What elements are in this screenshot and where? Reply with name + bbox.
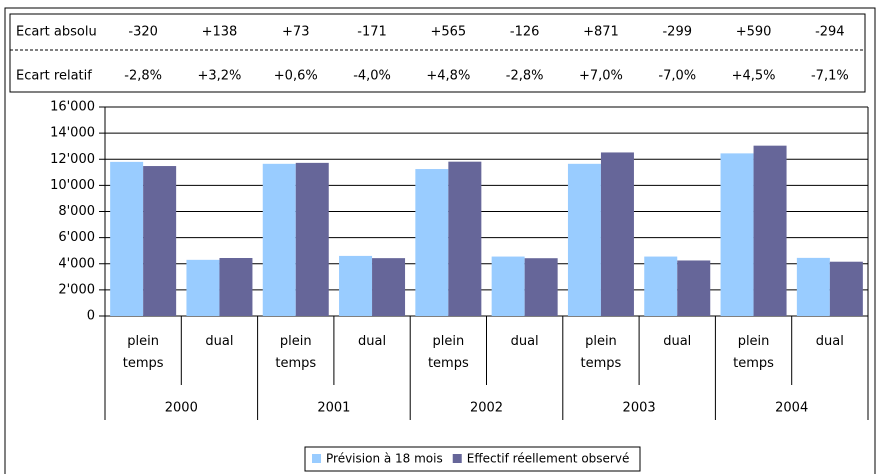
table-cell: -7,0%	[658, 69, 696, 84]
group-label: 2002	[470, 401, 503, 416]
x-tick-label: plein temps	[122, 334, 164, 371]
table-cell: +138	[202, 25, 238, 40]
x-tick-label: dual	[815, 334, 844, 349]
table-cell: -2,8%	[124, 69, 162, 84]
table-cell: +4,8%	[426, 69, 470, 84]
table-cell: -2,8%	[506, 69, 544, 84]
y-tick-label: 0	[87, 309, 95, 324]
group-label: 2003	[623, 401, 656, 416]
legend-label: Effectif réellement observé	[467, 452, 630, 466]
bar	[143, 166, 177, 316]
table-cell: +0,6%	[274, 69, 318, 84]
table-cell: -4,0%	[353, 69, 391, 84]
table-cell: -7,1%	[811, 69, 849, 84]
group-label: 2000	[165, 401, 198, 416]
x-tick-label: plein temps	[275, 334, 317, 371]
x-tick-label: plein temps	[427, 334, 469, 371]
bar	[644, 256, 678, 316]
bar	[720, 153, 754, 316]
table-cell: -126	[510, 25, 540, 40]
group-label: 2004	[775, 401, 808, 416]
y-tick-label: 4'000	[58, 256, 95, 271]
x-tick-label: dual	[358, 334, 387, 349]
chart-frame	[4, 7, 876, 474]
bar	[262, 163, 296, 316]
bar	[219, 258, 253, 316]
row-label: Ecart relatif	[16, 69, 92, 84]
table-cell: +871	[583, 25, 619, 40]
table-frame	[9, 13, 866, 93]
table-cell: -320	[128, 25, 158, 40]
bar	[600, 152, 634, 316]
bar	[829, 261, 863, 316]
bar	[567, 163, 601, 316]
table-cell: +3,2%	[197, 69, 241, 84]
table-cell: -294	[815, 25, 845, 40]
y-tick-label: 2'000	[58, 282, 95, 297]
table-cell: +565	[430, 25, 466, 40]
y-tick-label: 12'000	[50, 152, 95, 167]
legend-frame	[304, 446, 641, 472]
bar	[796, 257, 830, 316]
table-cell: +4,5%	[732, 69, 776, 84]
bar	[448, 161, 482, 316]
bar	[110, 161, 144, 316]
x-tick-label: plein temps	[733, 334, 774, 371]
bar	[295, 162, 329, 316]
table-cell: -299	[662, 25, 692, 40]
bar	[753, 145, 787, 316]
bar	[186, 259, 220, 316]
table-cell: +7,0%	[579, 69, 623, 84]
y-tick-label: 16'000	[50, 100, 95, 115]
table-cell: +73	[282, 25, 309, 40]
x-tick-label: plein temps	[580, 334, 622, 371]
bar	[372, 258, 406, 316]
bar	[415, 169, 449, 316]
legend-swatch	[452, 454, 462, 463]
y-tick-label: 8'000	[58, 204, 95, 219]
legend-swatch	[312, 454, 321, 463]
bar	[677, 260, 711, 316]
bar	[491, 256, 525, 316]
table-cell: +590	[736, 25, 772, 40]
group-label: 2001	[317, 401, 350, 416]
row-label: Ecart absolu	[16, 25, 97, 40]
table-cell: -171	[357, 25, 387, 40]
bar	[339, 255, 373, 316]
bar	[524, 258, 558, 316]
x-tick-label: dual	[663, 334, 692, 349]
y-tick-label: 10'000	[50, 178, 95, 193]
legend-label: Prévision à 18 mois	[326, 452, 443, 466]
x-tick-label: dual	[510, 334, 539, 349]
x-tick-label: dual	[205, 334, 234, 349]
y-tick-label: 14'000	[50, 126, 95, 141]
y-tick-label: 6'000	[58, 230, 95, 245]
